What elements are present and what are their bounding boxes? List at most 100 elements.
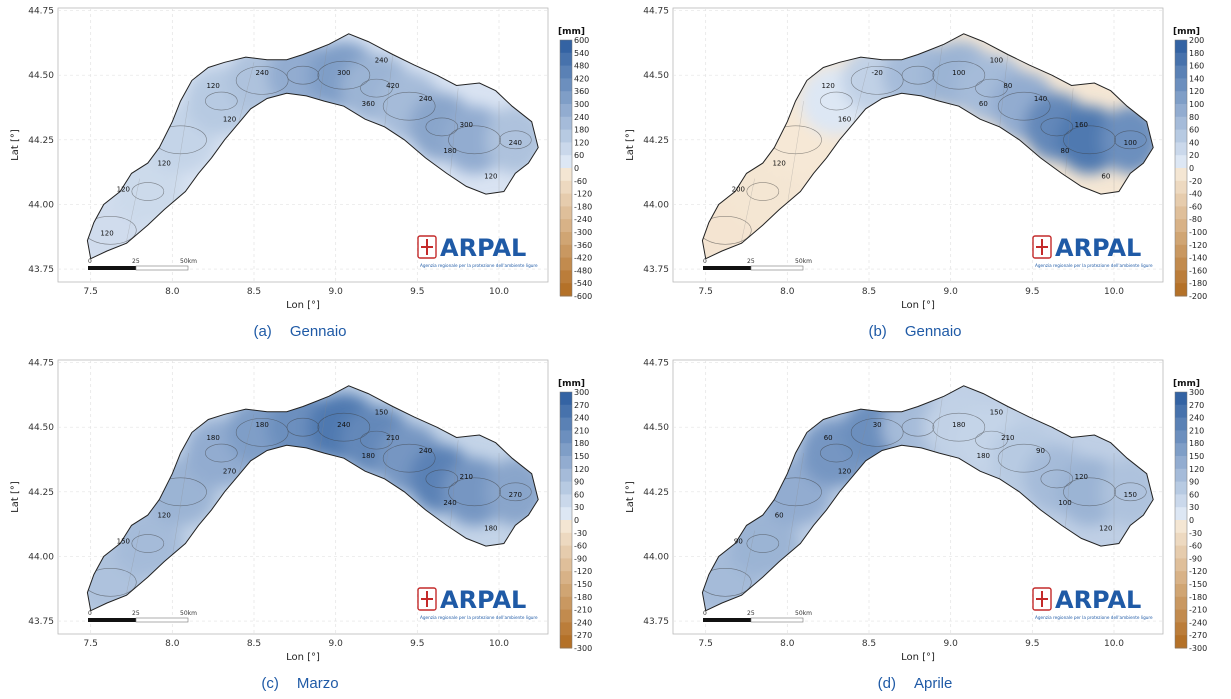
boundary-line [999,406,1009,479]
x-tick-label: 9.5 [1025,287,1039,297]
colorbar-tick-label: -240 [1189,618,1207,627]
y-tick-label: 44.75 [28,359,54,369]
contour-line [1040,469,1074,489]
scale-label: 50km [795,610,812,617]
colorbar-tick-label: 480 [574,62,589,71]
x-tick-label: 7.5 [699,287,713,297]
colorbar-unit: [mm] [1173,27,1200,37]
colorbar-segment [560,65,572,79]
scale-label: 0 [703,258,707,265]
caption-month: Gennaio [289,323,347,340]
x-tick-label: 9.5 [1025,639,1039,649]
contour-label: 60 [1101,173,1110,181]
y-tick-label: 44.00 [28,552,54,562]
contour-label: 180 [952,421,965,429]
caption: (d) Aprile [615,675,1215,692]
contour-label: 150 [1124,491,1137,499]
colorbar-tick-label: -300 [1189,644,1207,653]
scale-label: 25 [132,258,140,265]
colorbar-segment [1175,91,1187,105]
colorbar-tick-label: 30 [1189,503,1199,512]
x-tick-label: 8.5 [862,287,876,297]
colorbar-frame [1174,391,1188,649]
x-tick-label: 8.5 [247,639,261,649]
colorbar-tick-label: -210 [574,606,592,615]
boundary-line [319,396,328,454]
contour-label: 160 [838,116,851,124]
contour-line [850,418,904,447]
contour-line [1063,477,1116,507]
shading-patch [1100,105,1154,174]
colorbar-segment [1175,520,1187,534]
contour-label: 180 [362,452,375,460]
contour-line [286,417,320,437]
colorbar-tick-label: -270 [574,631,592,640]
contour-label: 120 [157,160,170,168]
boundaries [123,396,500,609]
colorbar-tick-label: 240 [574,414,589,423]
colorbar-segment [560,392,572,406]
contour-line [205,91,238,111]
boundary-line [999,54,1009,127]
colorbar-segment [560,520,572,534]
region-outline [86,33,539,260]
colorbar-tick-label: 210 [574,426,589,435]
shading-patch [485,105,539,174]
map-svg: 240 360 420 300 120 120 240 300 240 180 120 120 120 2… [10,7,592,311]
logo-subtitle: Agenzia regionale per la protezione dell… [1035,615,1153,620]
colorbar-tick-label: -300 [574,228,592,237]
contour-label: 240 [337,421,350,429]
colorbar-tick-label: 200 [1189,36,1204,45]
boundary-line [384,406,394,479]
boundary-line [934,396,943,454]
colorbar-tick-label: 0 [574,516,579,525]
logo-text: ARPAL [440,234,526,262]
contour-line [317,60,371,90]
colorbar-tick-label: -540 [574,279,592,288]
colorbar-segment [560,180,572,195]
colorbar-segment [1175,635,1187,649]
colorbar-tick-label: 270 [1189,401,1204,410]
x-tick-label: 10.0 [489,287,509,297]
colorbar-tick-label: 180 [574,126,589,135]
contour-label: -20 [871,69,882,77]
logo-text: ARPAL [1055,234,1141,262]
caption-letter: (c) [261,675,279,692]
colorbar-segment [1175,532,1187,547]
colorbar-segment [1175,65,1187,79]
scale-bar-black [88,266,136,270]
contour-label: 240 [375,56,388,64]
colorbar-frame [559,391,573,649]
colorbar-segment [1175,219,1187,233]
colorbar-segment [560,456,572,470]
colorbar-frame [1174,39,1188,297]
colorbar-segment [1175,468,1187,483]
contour-line [448,477,501,507]
boundary-line [787,101,804,205]
y-tick-label: 43.75 [28,265,54,275]
y-tick-label: 44.75 [643,359,669,369]
map-svg: 150 180 210 240 270 180 240 210 270 240 180 150 120 1… [10,359,592,663]
colorbar-tick-label: -300 [574,644,592,653]
colorbar-tick-label: 90 [1189,478,1199,487]
x-tick-label: 9.5 [410,287,424,297]
colorbar-segment [560,609,572,623]
contour-label: 120 [1075,473,1088,481]
x-tick-label: 8.5 [862,639,876,649]
colorbar-tick-label: 0 [1189,516,1194,525]
map-panel-c: 150 180 210 240 270 180 240 210 270 240 180 150 120 1… [0,352,600,697]
contour-label: 80 [1061,147,1070,155]
colorbar-segment [560,507,572,521]
contour-label: 120 [223,116,236,124]
colorbar-tick-label: -120 [1189,241,1207,250]
contour-label: 80 [1003,82,1012,90]
colorbar-tick-label: -150 [1189,580,1207,589]
scale-label: 50km [180,610,197,617]
y-tick-label: 44.25 [28,136,54,146]
contour-line [360,78,393,98]
boundary-line [237,414,255,479]
x-tick-label: 8.0 [780,287,795,297]
contour-line [382,443,436,473]
colorbar-segment [1175,622,1187,636]
colorbar-segment [1175,494,1187,508]
